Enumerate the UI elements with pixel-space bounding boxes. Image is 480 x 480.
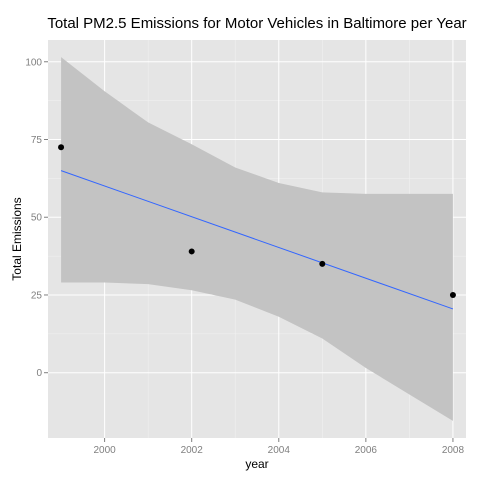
y-tick-label: 100 (25, 57, 42, 68)
y-tick-label: 50 (31, 213, 43, 224)
y-tick-label: 75 (31, 135, 43, 146)
y-tick-label: 0 (36, 368, 42, 379)
y-axis-ticks: 0 25 50 75 100 (25, 57, 48, 379)
confidence-band (61, 57, 453, 421)
x-axis-ticks: 2000 2002 2004 2006 2008 (93, 438, 464, 456)
y-axis-title: Total Emissions (10, 197, 24, 280)
data-point (58, 144, 65, 151)
data-points (58, 144, 456, 298)
data-point (319, 260, 326, 267)
y-tick-label: 25 (31, 290, 43, 301)
x-tick-label: 2004 (268, 445, 291, 456)
data-point (449, 291, 456, 298)
x-tick-label: 2000 (93, 445, 116, 456)
x-axis-title: year (245, 457, 268, 471)
x-tick-label: 2008 (442, 445, 465, 456)
regression-line (60, 170, 454, 310)
x-tick-label: 2002 (181, 445, 204, 456)
chart-title: Total PM2.5 Emissions for Motor Vehicles… (47, 15, 466, 32)
data-point (188, 248, 195, 255)
x-tick-label: 2006 (355, 445, 378, 456)
